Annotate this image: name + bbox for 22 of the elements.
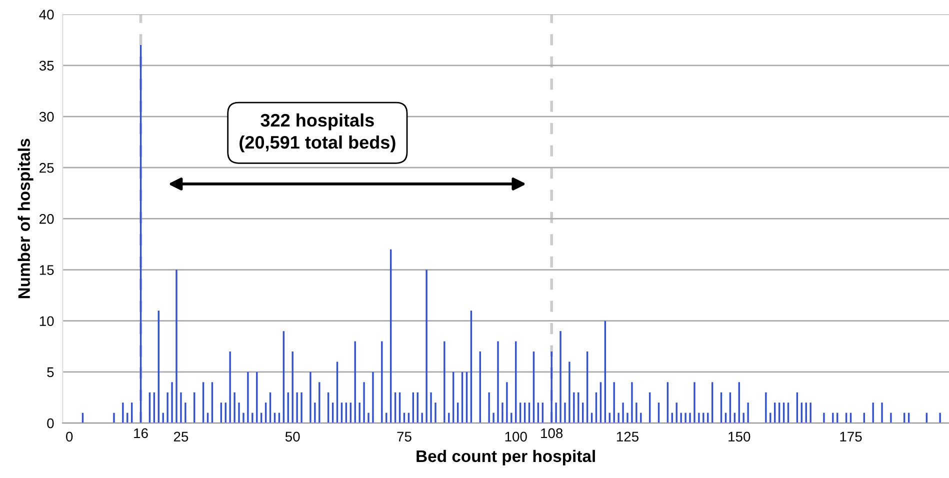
ref-line-label: 16 xyxy=(134,428,148,438)
y-tick-label: 35 xyxy=(39,60,54,71)
ref-line-label: 108 xyxy=(541,428,563,438)
y-tick-label: 0 xyxy=(47,418,54,428)
x-tick-label: 125 xyxy=(616,432,638,442)
x-axis-title: Bed count per hospital xyxy=(416,450,595,466)
x-tick-label: 100 xyxy=(505,432,527,442)
x-tick-label: 50 xyxy=(285,432,300,442)
y-axis-title: Number of hospitals xyxy=(18,138,34,298)
x-tick-label: 75 xyxy=(397,432,412,442)
y-tick-label: 25 xyxy=(40,162,54,173)
y-tick-label: 40 xyxy=(39,10,54,20)
annotation: 322 hospitals (20,591 total beds) xyxy=(240,113,396,152)
y-tick-label: 5 xyxy=(47,367,54,378)
y-tick-label: 15 xyxy=(40,265,54,275)
x-tick-label: 0 xyxy=(66,432,73,442)
y-tick-label: 20 xyxy=(40,214,54,224)
x-tick-label: 150 xyxy=(728,432,750,442)
x-tick-label: 25 xyxy=(174,432,188,442)
y-tick-label: 30 xyxy=(39,112,54,122)
y-tick-label: 10 xyxy=(40,316,54,326)
x-tick-label: 175 xyxy=(840,432,862,442)
